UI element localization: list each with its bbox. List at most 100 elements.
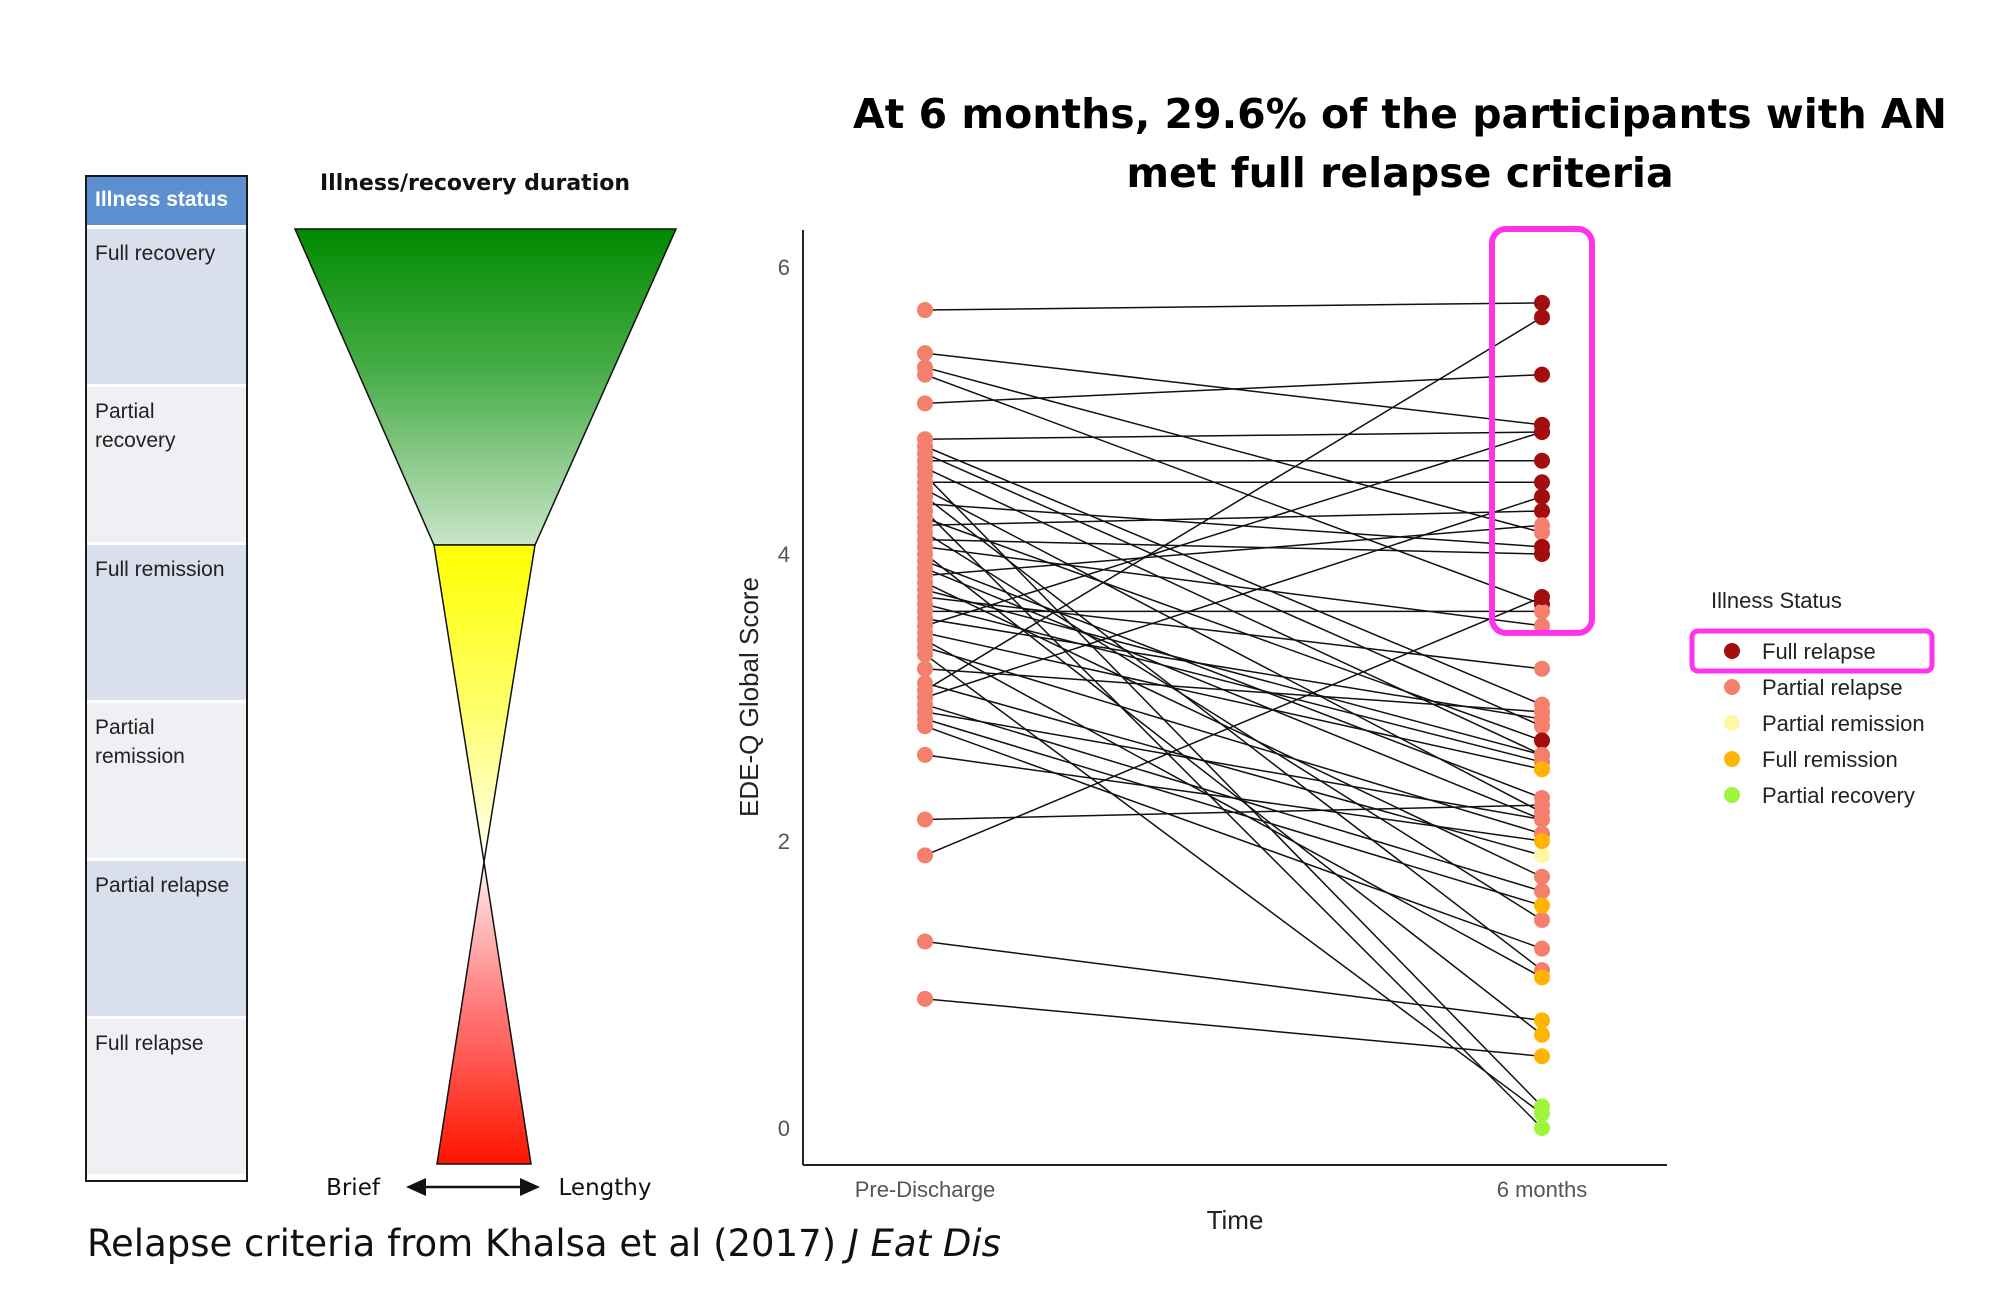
six-month-point (1534, 309, 1550, 326)
six-month-point (1534, 847, 1550, 864)
participant-line (924, 682, 1543, 857)
participant-line (924, 582, 1543, 878)
six-month-point (1534, 868, 1550, 885)
participant-line (924, 725, 1543, 950)
participant-line (924, 524, 1543, 577)
status-table-header: Illness status (87, 177, 246, 229)
participant-line (924, 431, 1543, 440)
y-tick-label: 2 (778, 829, 790, 854)
participant-line (924, 668, 1543, 713)
six-month-point (1534, 660, 1550, 677)
x-tick-pre-discharge: Pre-Discharge (855, 1177, 996, 1202)
participant-line (924, 366, 1543, 534)
participant-line (924, 510, 1543, 1129)
six-month-point (1534, 811, 1550, 828)
participant-line (924, 452, 1543, 727)
six-month-point (1534, 1105, 1550, 1122)
six-month-point (1534, 517, 1550, 534)
six-month-point (1534, 833, 1550, 849)
participant-line (924, 940, 1543, 1022)
legend-swatch (1724, 679, 1740, 695)
pre-discharge-point (917, 718, 933, 735)
six-month-point (1534, 703, 1550, 720)
status-row-full-relapse: Full relapse (87, 1019, 246, 1177)
brief-label: Brief (326, 1175, 381, 1201)
slide-title: At 6 months, 29.6% of the participants w… (853, 90, 1947, 197)
six-month-point (1534, 617, 1550, 634)
status-row-partial-relapse: Partial relapse (87, 861, 246, 1019)
participant-line (924, 617, 1543, 720)
six-month-point (1534, 1048, 1550, 1065)
participant-line (924, 553, 1543, 1036)
pre-discharge-point (917, 746, 933, 763)
chart-axes (802, 230, 1667, 1166)
status-row-partial-recovery: Partial recovery (87, 387, 246, 545)
participant-line (924, 510, 1543, 527)
participant-line (924, 496, 1543, 971)
participant-line (924, 503, 1543, 548)
participant-line (924, 560, 1543, 799)
six-month-point (1534, 732, 1550, 749)
six-month-point (1534, 761, 1550, 778)
six-month-point (1534, 452, 1550, 469)
participant-line (924, 589, 1543, 756)
caption-journal: J Eat Dis (847, 1222, 1001, 1265)
participant-line (924, 373, 1543, 605)
six-month-point (1534, 366, 1550, 383)
x-axis-title: Time (1207, 1205, 1264, 1235)
pre-discharge-point (917, 366, 933, 383)
participant-line (924, 603, 1543, 763)
funnel-green-band (293, 228, 678, 546)
duration-funnel: Illness/recovery duration Brief Lengthy (293, 171, 678, 1201)
legend-label: Partial relapse (1762, 675, 1903, 700)
legend-label: Partial remission (1762, 711, 1925, 736)
six-month-point (1534, 424, 1550, 441)
participant-line (924, 596, 1543, 670)
participant-line (924, 488, 1543, 813)
participant-line (924, 632, 1543, 770)
participant-line (924, 711, 1543, 821)
participant-line (924, 754, 1543, 842)
caption-text: Relapse criteria from Khalsa et al (2017… (87, 1222, 848, 1265)
citation-caption: Relapse criteria from Khalsa et al (2017… (87, 1222, 1001, 1265)
participant-line (924, 538, 1543, 555)
status-row-full-remission: Full remission (87, 545, 246, 703)
pre-discharge-point (917, 811, 933, 828)
six-month-point (1534, 589, 1550, 606)
participant-line (924, 567, 1543, 821)
participant-line (924, 804, 1543, 821)
six-month-point (1534, 1120, 1550, 1136)
six-month-point (1534, 488, 1550, 505)
legend-swatch (1724, 787, 1740, 803)
funnel-yellow-band (433, 544, 536, 863)
six-month-point (1534, 883, 1550, 900)
six-month-point (1534, 1026, 1550, 1043)
pre-discharge-point (917, 302, 933, 319)
status-row-full-recovery: Full recovery (87, 229, 246, 387)
y-axis-title: EDE-Q Global Score (734, 577, 764, 817)
y-tick-label: 4 (778, 542, 790, 567)
pre-discharge-point (917, 933, 933, 950)
status-row-partial-remission: Partial remission (87, 703, 246, 861)
legend: Illness Status Full relapse Partial relap… (1689, 588, 1935, 808)
six-month-point (1534, 1012, 1550, 1029)
participant-line (924, 646, 1543, 835)
pre-discharge-point (917, 660, 933, 677)
pre-discharge-point (917, 847, 933, 864)
participant-line (924, 517, 1543, 742)
participant-line (924, 546, 1543, 627)
legend-swatch (1724, 715, 1740, 731)
six-month-point (1534, 603, 1550, 620)
pre-discharge-point (917, 646, 933, 663)
legend-swatch (1724, 751, 1740, 767)
illness-status-table: Illness status Full recovery Partial rec… (85, 175, 248, 1182)
lengthy-label: Lengthy (559, 1175, 652, 1201)
x-tick-6-months: 6 months (1497, 1177, 1588, 1202)
six-month-point (1534, 911, 1550, 928)
funnel-title: Illness/recovery duration (320, 171, 630, 196)
six-month-point (1534, 294, 1550, 311)
ede-q-chart: 0 2 4 6 Pre-Discharge 6 months Time EDE-Q G… (734, 226, 1935, 1235)
participant-lines (924, 302, 1543, 1129)
legend-label: Full relapse (1762, 639, 1876, 664)
participant-line (924, 316, 1543, 691)
